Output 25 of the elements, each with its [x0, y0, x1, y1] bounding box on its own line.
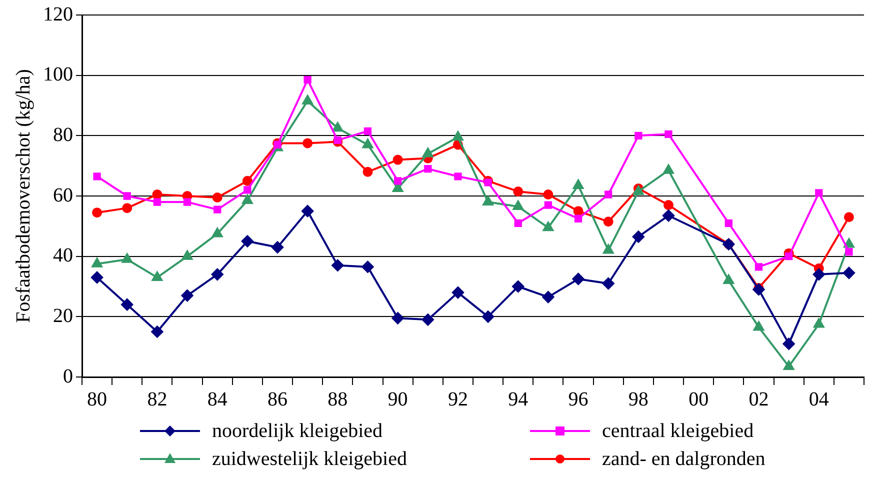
legend-label: zand- en dalgronden: [602, 448, 766, 470]
legend-label: centraal kleigebied: [602, 420, 754, 442]
legend-label: zuidwestelijk kleigebied: [212, 448, 407, 470]
x-tick-label: 96: [568, 388, 588, 410]
legend-label: noordelijk kleigebied: [212, 420, 383, 442]
x-tick-label: 92: [448, 388, 468, 410]
x-tick-label: 84: [207, 388, 228, 410]
x-tick-label: 02: [748, 388, 769, 410]
y-tick-label: 80: [53, 124, 73, 146]
x-tick-label: 98: [628, 388, 648, 410]
y-tick-label: 0: [63, 365, 73, 388]
y-tick-label: 120: [43, 3, 73, 26]
y-tick-label: 40: [53, 244, 73, 267]
x-tick-label: 88: [328, 388, 348, 410]
x-tick-label: 90: [388, 388, 408, 410]
y-tick-label: 60: [53, 184, 73, 206]
x-tick-label: 94: [508, 388, 528, 410]
y-axis-title: Fosfaatbodemoverschot (kg/ha): [12, 69, 34, 323]
x-tick-label: 86: [268, 388, 288, 410]
x-tick-label: 00: [688, 388, 709, 410]
x-tick-label: 04: [808, 388, 829, 410]
y-tick-label: 100: [43, 64, 73, 86]
x-tick-label: 80: [87, 388, 108, 410]
x-tick-label: 82: [147, 388, 168, 410]
y-tick-label: 20: [53, 304, 73, 327]
